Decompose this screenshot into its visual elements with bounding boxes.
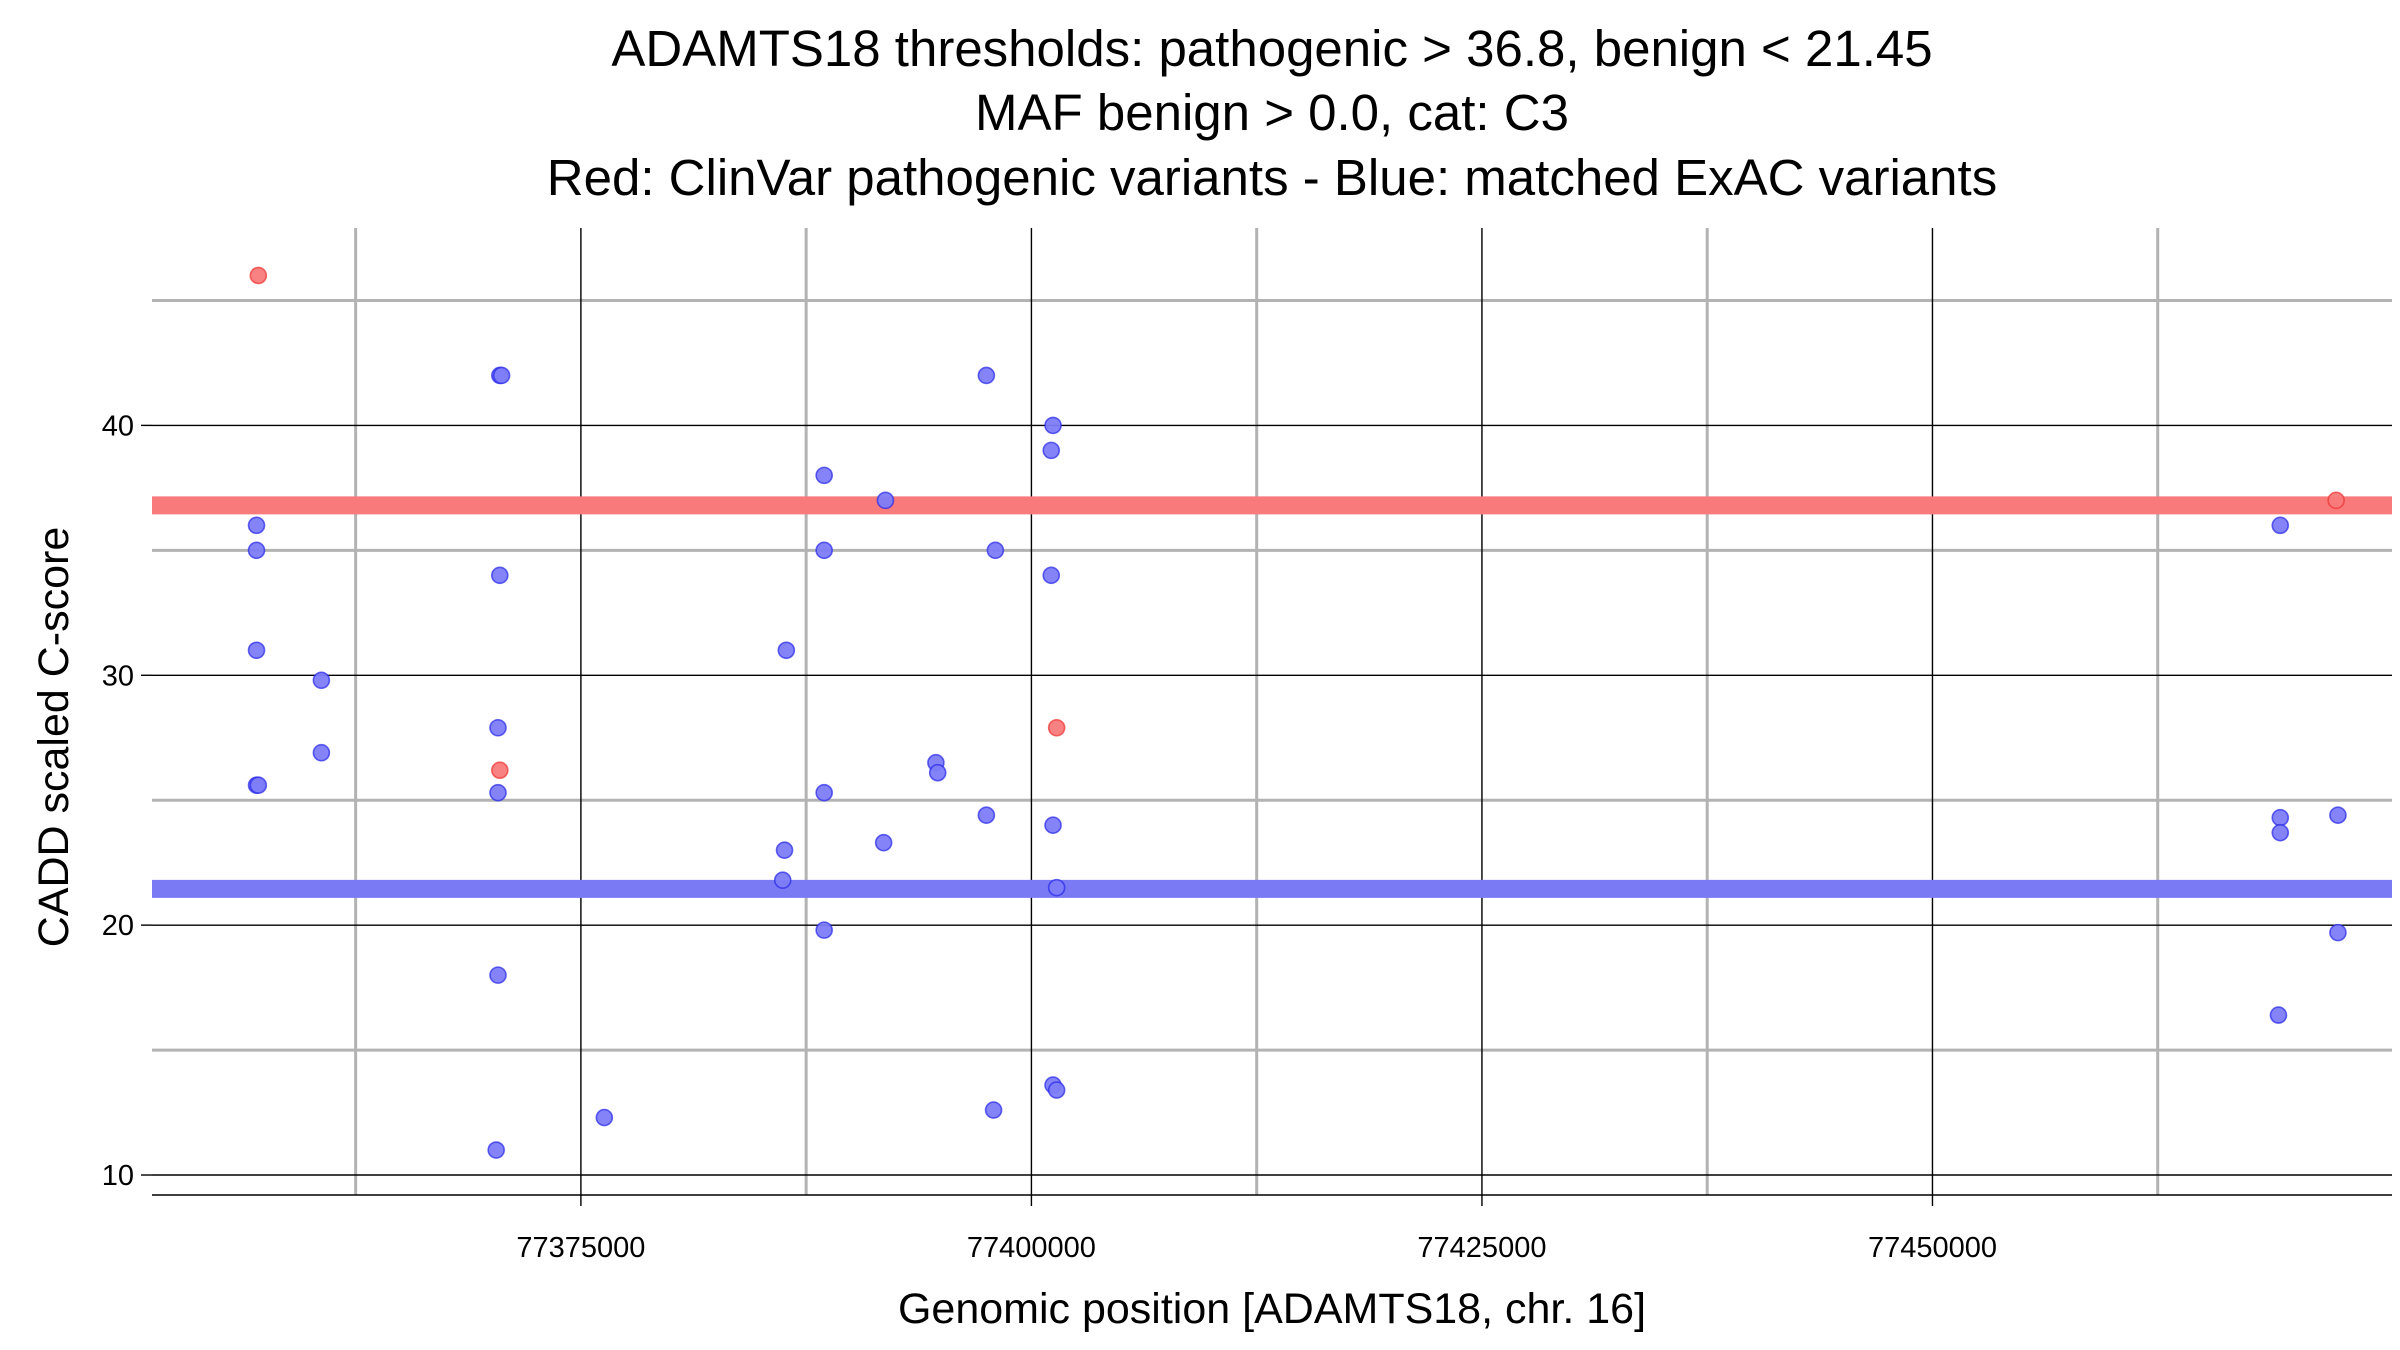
exac-point <box>986 541 1005 560</box>
data-points <box>247 266 2347 1159</box>
clinvar-point <box>491 761 509 780</box>
exac-point <box>1047 878 1066 897</box>
exac-point <box>2271 823 2290 842</box>
exac-point <box>1047 1081 1066 1099</box>
y-tick-label: 10 <box>102 1160 134 1192</box>
exac-point <box>247 641 266 660</box>
tick-labels: 10 20 30 40 77375000 77400000 77425000 77450000 <box>102 410 1997 1264</box>
exac-point <box>815 921 833 939</box>
y-tick-label: 20 <box>102 910 134 942</box>
exac-point <box>595 1108 614 1127</box>
exac-point <box>491 566 509 585</box>
x-tick-label: 77400000 <box>967 1232 1096 1264</box>
exac-point <box>815 783 833 802</box>
exac-point <box>876 491 895 510</box>
exac-point <box>2329 923 2347 942</box>
exac-point <box>247 541 266 560</box>
x-tick-label: 77450000 <box>1868 1232 1997 1264</box>
chart-title: ADAMTS18 thresholds: pathogenic > 36.8, … <box>547 20 1997 206</box>
exac-point <box>1042 441 1061 460</box>
exac-point <box>249 776 268 795</box>
exac-point <box>492 366 511 385</box>
axes <box>141 424 2392 1206</box>
exac-point <box>984 1101 1003 1119</box>
exac-point <box>489 966 507 984</box>
title-line-1: ADAMTS18 thresholds: pathogenic > 36.8, … <box>611 20 1932 77</box>
exac-point <box>1042 566 1061 585</box>
grid <box>152 228 2392 1195</box>
x-axis-label: Genomic position [ADAMTS18, chr. 16] <box>898 1285 1646 1333</box>
clinvar-point <box>249 266 268 285</box>
clinvar-point <box>1047 718 1066 737</box>
exac-point <box>815 541 833 560</box>
x-tick-label: 77425000 <box>1417 1232 1546 1264</box>
exac-point <box>489 783 507 802</box>
exac-point <box>928 763 947 782</box>
exac-point <box>1044 416 1062 435</box>
x-tick-label: 77375000 <box>516 1232 645 1264</box>
title-line-2: MAF benign > 0.0, cat: C3 <box>975 84 1569 141</box>
exac-point <box>2329 806 2347 824</box>
exac-point <box>312 671 331 690</box>
threshold-lines <box>152 496 2392 898</box>
exac-point <box>773 871 792 889</box>
exac-point <box>775 841 794 859</box>
y-tick-label: 40 <box>102 410 134 442</box>
exac-point <box>2271 808 2290 827</box>
exac-point <box>874 833 893 852</box>
y-axis-label: CADD scaled C-score <box>30 527 78 948</box>
exac-point <box>1044 816 1062 834</box>
exac-point <box>777 641 796 660</box>
exac-point <box>2269 1006 2288 1024</box>
y-tick-label: 30 <box>102 660 134 692</box>
title-line-3: Red: ClinVar pathogenic variants - Blue:… <box>547 149 1997 206</box>
clinvar-point <box>2327 491 2345 510</box>
exac-point <box>2271 516 2290 535</box>
exac-point <box>312 743 331 762</box>
exac-point <box>977 366 996 385</box>
exac-point <box>815 466 833 485</box>
exac-point <box>487 1141 505 1159</box>
exac-point <box>247 516 266 535</box>
exac-point <box>977 806 996 824</box>
exac-point <box>489 718 507 737</box>
